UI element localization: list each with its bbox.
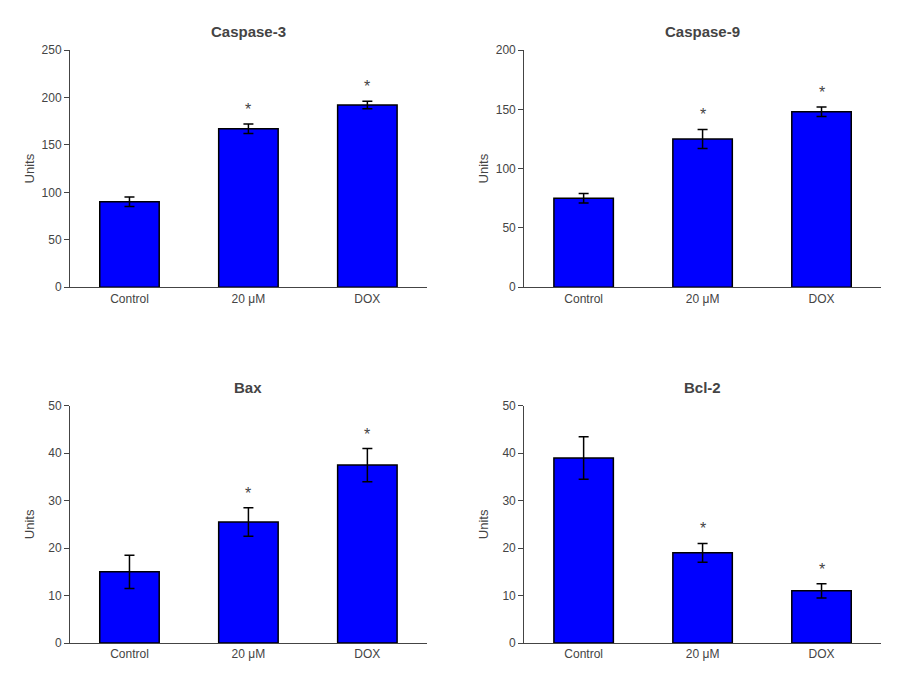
svg-text:Control: Control bbox=[564, 647, 603, 661]
svg-text:20: 20 bbox=[502, 541, 516, 555]
svg-text:150: 150 bbox=[42, 138, 62, 152]
svg-text:20 μM: 20 μM bbox=[686, 647, 720, 661]
svg-text:40: 40 bbox=[48, 446, 62, 460]
svg-text:Units: Units bbox=[22, 153, 37, 183]
svg-text:*: * bbox=[819, 84, 825, 101]
svg-text:*: * bbox=[700, 520, 706, 537]
svg-text:100: 100 bbox=[42, 186, 62, 200]
svg-text:*: * bbox=[245, 485, 251, 502]
svg-text:*: * bbox=[364, 426, 370, 443]
svg-text:20 μM: 20 μM bbox=[232, 647, 266, 661]
svg-text:30: 30 bbox=[502, 494, 516, 508]
svg-text:250: 250 bbox=[42, 43, 62, 57]
svg-text:30: 30 bbox=[48, 494, 62, 508]
svg-text:20 μM: 20 μM bbox=[232, 292, 266, 306]
svg-text:50: 50 bbox=[502, 221, 516, 235]
svg-text:10: 10 bbox=[48, 589, 62, 603]
svg-text:0: 0 bbox=[55, 636, 62, 650]
svg-text:50: 50 bbox=[48, 233, 62, 247]
svg-text:20 μM: 20 μM bbox=[686, 292, 720, 306]
svg-text:Bcl-2: Bcl-2 bbox=[684, 379, 721, 396]
svg-text:Control: Control bbox=[564, 292, 603, 306]
svg-text:Caspase-3: Caspase-3 bbox=[211, 23, 286, 40]
svg-text:10: 10 bbox=[502, 589, 516, 603]
svg-text:*: * bbox=[700, 106, 706, 123]
svg-text:Bax: Bax bbox=[234, 379, 262, 396]
svg-text:*: * bbox=[364, 78, 370, 95]
svg-text:150: 150 bbox=[496, 103, 516, 117]
svg-text:Units: Units bbox=[22, 509, 37, 539]
svg-text:Control: Control bbox=[110, 292, 149, 306]
svg-text:100: 100 bbox=[496, 162, 516, 176]
svg-text:20: 20 bbox=[48, 541, 62, 555]
svg-text:Units: Units bbox=[476, 509, 491, 539]
svg-text:DOX: DOX bbox=[354, 292, 380, 306]
svg-text:200: 200 bbox=[496, 43, 516, 57]
svg-text:40: 40 bbox=[502, 446, 516, 460]
svg-text:0: 0 bbox=[509, 280, 516, 294]
svg-text:DOX: DOX bbox=[809, 647, 835, 661]
svg-text:50: 50 bbox=[502, 399, 516, 413]
svg-text:0: 0 bbox=[509, 636, 516, 650]
svg-text:Caspase-9: Caspase-9 bbox=[665, 23, 740, 40]
svg-text:DOX: DOX bbox=[809, 292, 835, 306]
svg-text:Control: Control bbox=[110, 647, 149, 661]
svg-text:200: 200 bbox=[42, 91, 62, 105]
svg-text:50: 50 bbox=[48, 399, 62, 413]
svg-text:*: * bbox=[819, 561, 825, 578]
svg-text:Units: Units bbox=[476, 153, 491, 183]
svg-text:DOX: DOX bbox=[354, 647, 380, 661]
svg-text:*: * bbox=[245, 101, 251, 118]
svg-text:0: 0 bbox=[55, 280, 62, 294]
